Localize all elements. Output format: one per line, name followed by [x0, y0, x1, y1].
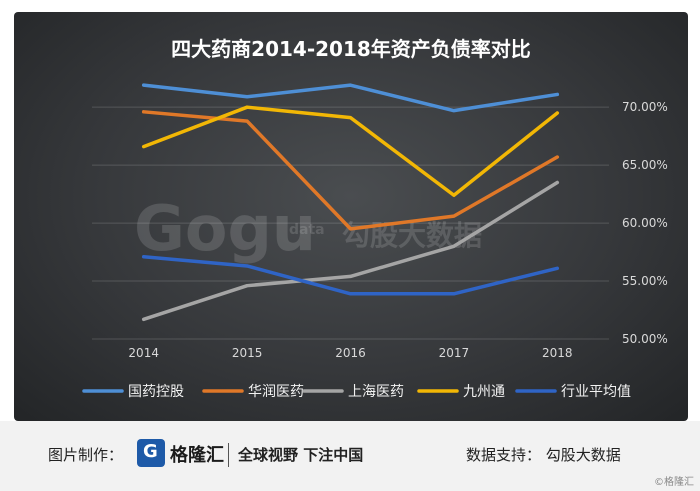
- x-tick-label: 2014: [128, 346, 159, 360]
- footer-slogan: 全球视野 下注中国: [238, 446, 364, 464]
- watermark-logo: Gogu data 勾股大数据: [134, 192, 482, 265]
- line-chart: 四大药商2014-2018年资产负债率对比 Gogu data 勾股大数据 50…: [82, 37, 668, 400]
- watermark-sub-text: data: [289, 222, 325, 238]
- gridlines: [92, 106, 609, 340]
- series-lines: [141, 83, 560, 322]
- x-tick-label: 2017: [439, 346, 470, 360]
- legend-label: 华润医药: [248, 384, 304, 400]
- footer-data-support: 数据支持： 勾股大数据: [466, 446, 621, 464]
- series-line: [141, 110, 560, 231]
- y-tick-label: 70.00%: [622, 100, 668, 114]
- x-tick-label: 2016: [335, 346, 366, 360]
- series-line: [141, 83, 560, 113]
- brand-logo-letter: G: [143, 441, 158, 462]
- chart-title: 四大药商2014-2018年资产负债率对比: [171, 37, 531, 61]
- x-axis-ticks: 2014 2015 2016 2017 2018: [128, 346, 572, 360]
- legend-label: 行业平均值: [561, 384, 631, 400]
- y-axis-ticks: 50.00% 55.00% 60.00% 65.00% 70.00%: [622, 100, 668, 346]
- series-line: [141, 105, 560, 198]
- footer-brand-name: 格隆汇: [170, 445, 224, 466]
- brand-logo-icon: G: [137, 439, 165, 467]
- series-line: [141, 254, 560, 296]
- x-tick-label: 2015: [232, 346, 263, 360]
- legend-label: 国药控股: [128, 384, 184, 400]
- y-tick-label: 55.00%: [622, 274, 668, 288]
- footer-made-by-label: 图片制作：: [48, 446, 124, 464]
- footer-divider: [228, 443, 229, 467]
- x-tick-label: 2018: [542, 346, 573, 360]
- legend-label: 九州通: [463, 384, 505, 400]
- footer: 图片制作： G 格隆汇 全球视野 下注中国 数据支持： 勾股大数据 ©格隆汇: [0, 421, 700, 491]
- chart-panel: 四大药商2014-2018年资产负债率对比 Gogu data 勾股大数据 50…: [14, 12, 688, 421]
- y-tick-label: 50.00%: [622, 332, 668, 346]
- corner-watermark: ©格隆汇: [654, 477, 694, 488]
- y-tick-label: 65.00%: [622, 158, 668, 172]
- series-line: [141, 180, 560, 322]
- watermark-cn-text: 勾股大数据: [342, 219, 482, 252]
- legend: 国药控股 华润医药 上海医药 九州通 行业平均值: [82, 384, 631, 400]
- y-tick-label: 60.00%: [622, 216, 668, 230]
- legend-label: 上海医药: [348, 384, 404, 400]
- watermark-logo-text: Gogu: [134, 192, 316, 265]
